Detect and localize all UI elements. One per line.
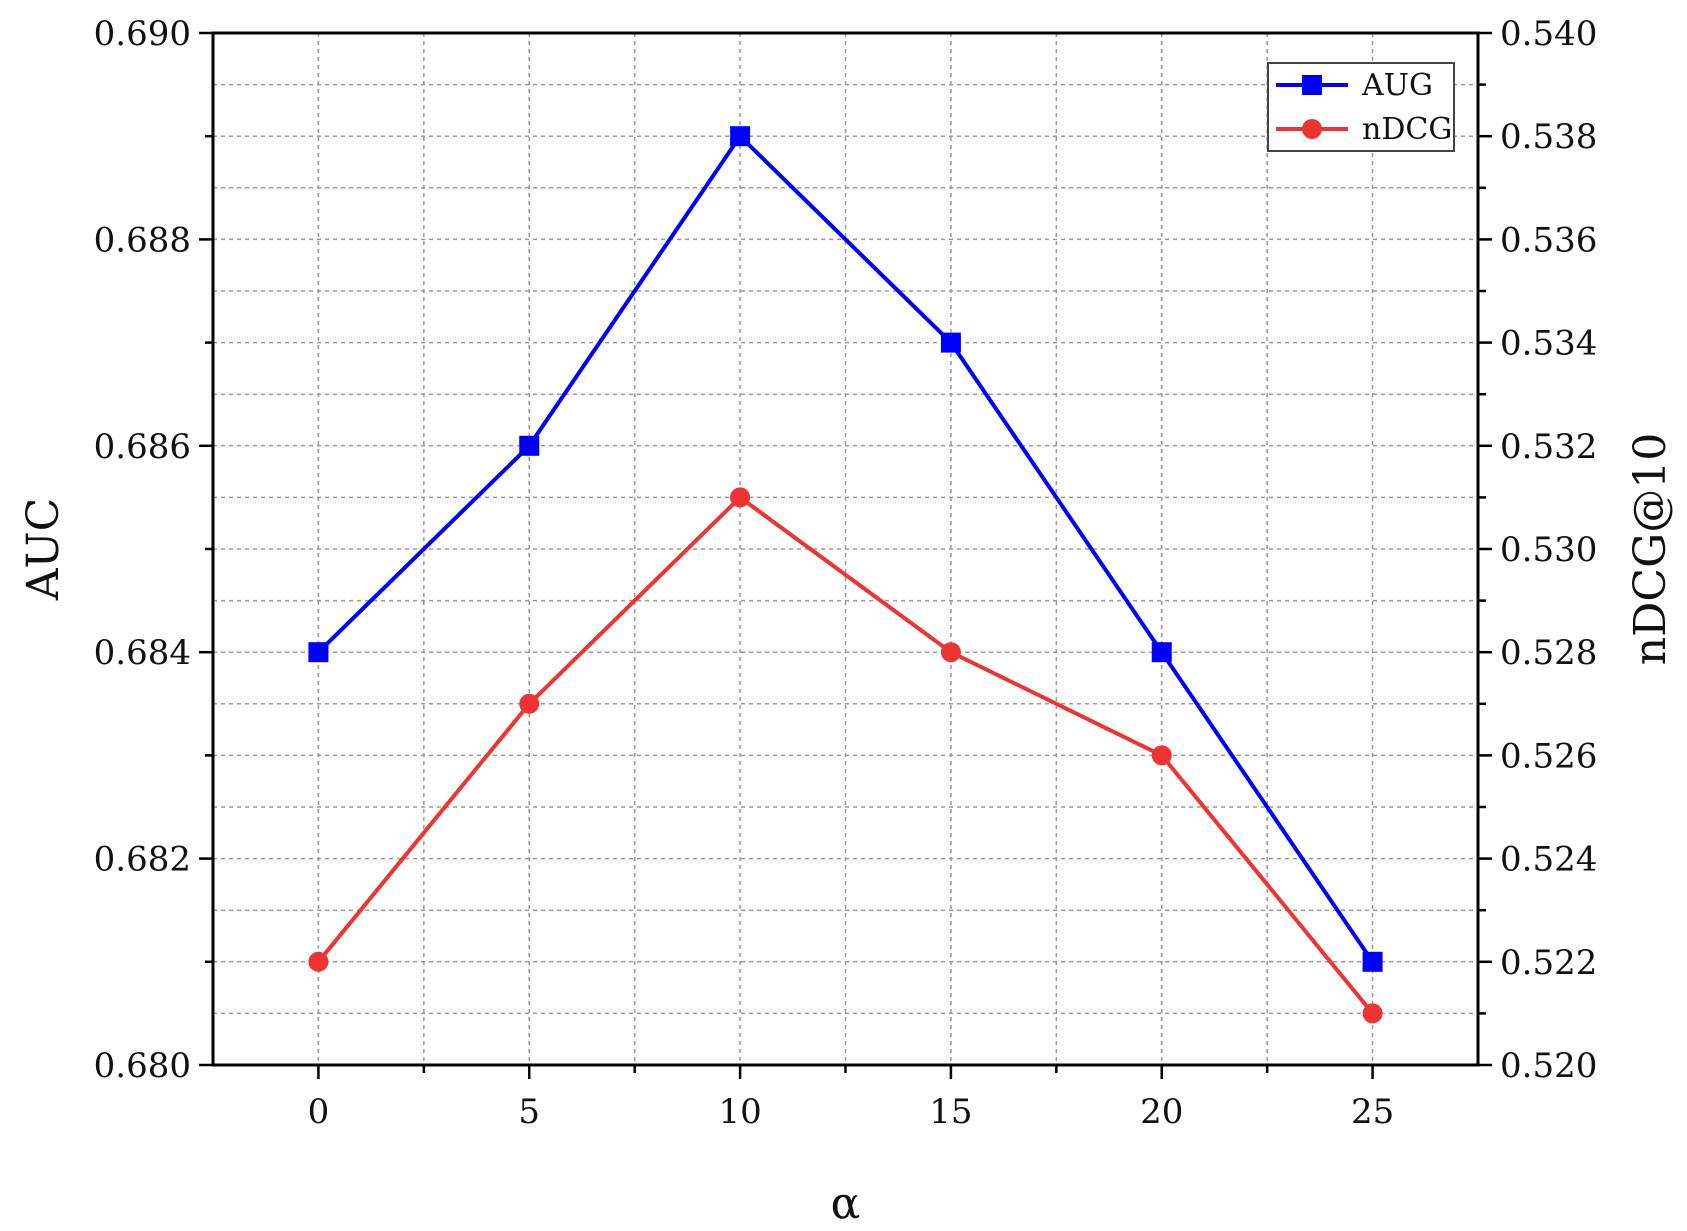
data-point-ndcg xyxy=(940,642,961,663)
right-y-tick-label: 0.528 xyxy=(1500,633,1597,673)
data-point-aug xyxy=(940,332,961,353)
right-y-tick-label: 0.540 xyxy=(1500,14,1597,54)
right-y-tick-label: 0.526 xyxy=(1500,736,1597,776)
series-line-ndcg xyxy=(316,494,1375,1015)
data-point-aug xyxy=(308,642,329,663)
x-tick-label: 15 xyxy=(929,1092,972,1132)
right-y-tick-label: 0.530 xyxy=(1500,530,1597,570)
series xyxy=(308,126,1383,1024)
data-point-aug xyxy=(1151,642,1172,663)
legend-marker-ndcg xyxy=(1302,119,1322,139)
right-y-tick-label: 0.538 xyxy=(1500,117,1597,157)
data-point-ndcg xyxy=(519,693,540,714)
legend-label-ndcg: nDCG xyxy=(1362,112,1452,147)
left-y-axis-title: AUC xyxy=(18,498,69,602)
data-point-aug xyxy=(519,435,540,456)
legend-marker-aug xyxy=(1302,75,1322,95)
data-point-ndcg xyxy=(308,951,329,972)
x-tick-label: 20 xyxy=(1140,1092,1183,1132)
right-y-axis-title: nDCG@10 xyxy=(1625,433,1676,665)
x-tick-label: 5 xyxy=(518,1092,540,1132)
legend-box xyxy=(1267,62,1455,152)
right-y-tick-label: 0.532 xyxy=(1500,427,1597,467)
legend-label-aug: AUG xyxy=(1361,68,1433,103)
left-y-tick-label: 0.682 xyxy=(94,840,191,880)
series-line-aug xyxy=(317,133,1375,963)
legend: AUG nDCG xyxy=(1267,62,1455,152)
right-y-tick-label: 0.536 xyxy=(1500,220,1597,260)
right-y-tick-label: 0.534 xyxy=(1500,324,1597,364)
left-y-tick-label: 0.684 xyxy=(94,633,191,673)
x-tick-label: 25 xyxy=(1351,1092,1394,1132)
x-tick-label: 10 xyxy=(718,1092,761,1132)
left-y-tick-label: 0.688 xyxy=(94,220,191,260)
axes: 0 5 10 15 20 25 0.680 0.682 0.684 0.686 0.688 0.690… xyxy=(94,14,1598,1132)
data-point-ndcg xyxy=(730,487,751,508)
x-tick-label: 0 xyxy=(308,1092,330,1132)
left-y-tick-label: 0.690 xyxy=(94,14,191,54)
right-y-tick-label: 0.522 xyxy=(1500,943,1597,983)
data-point-aug xyxy=(730,126,751,147)
data-point-ndcg xyxy=(1362,1003,1383,1024)
right-y-tick-label: 0.524 xyxy=(1500,840,1597,880)
grid xyxy=(213,33,1478,1065)
x-axis-title: α xyxy=(831,1178,861,1229)
left-y-tick-label: 0.680 xyxy=(94,1046,191,1086)
right-y-tick-label: 0.520 xyxy=(1500,1046,1597,1086)
data-point-aug xyxy=(1362,951,1383,972)
data-point-ndcg xyxy=(1151,745,1172,766)
left-y-tick-label: 0.686 xyxy=(94,427,191,467)
